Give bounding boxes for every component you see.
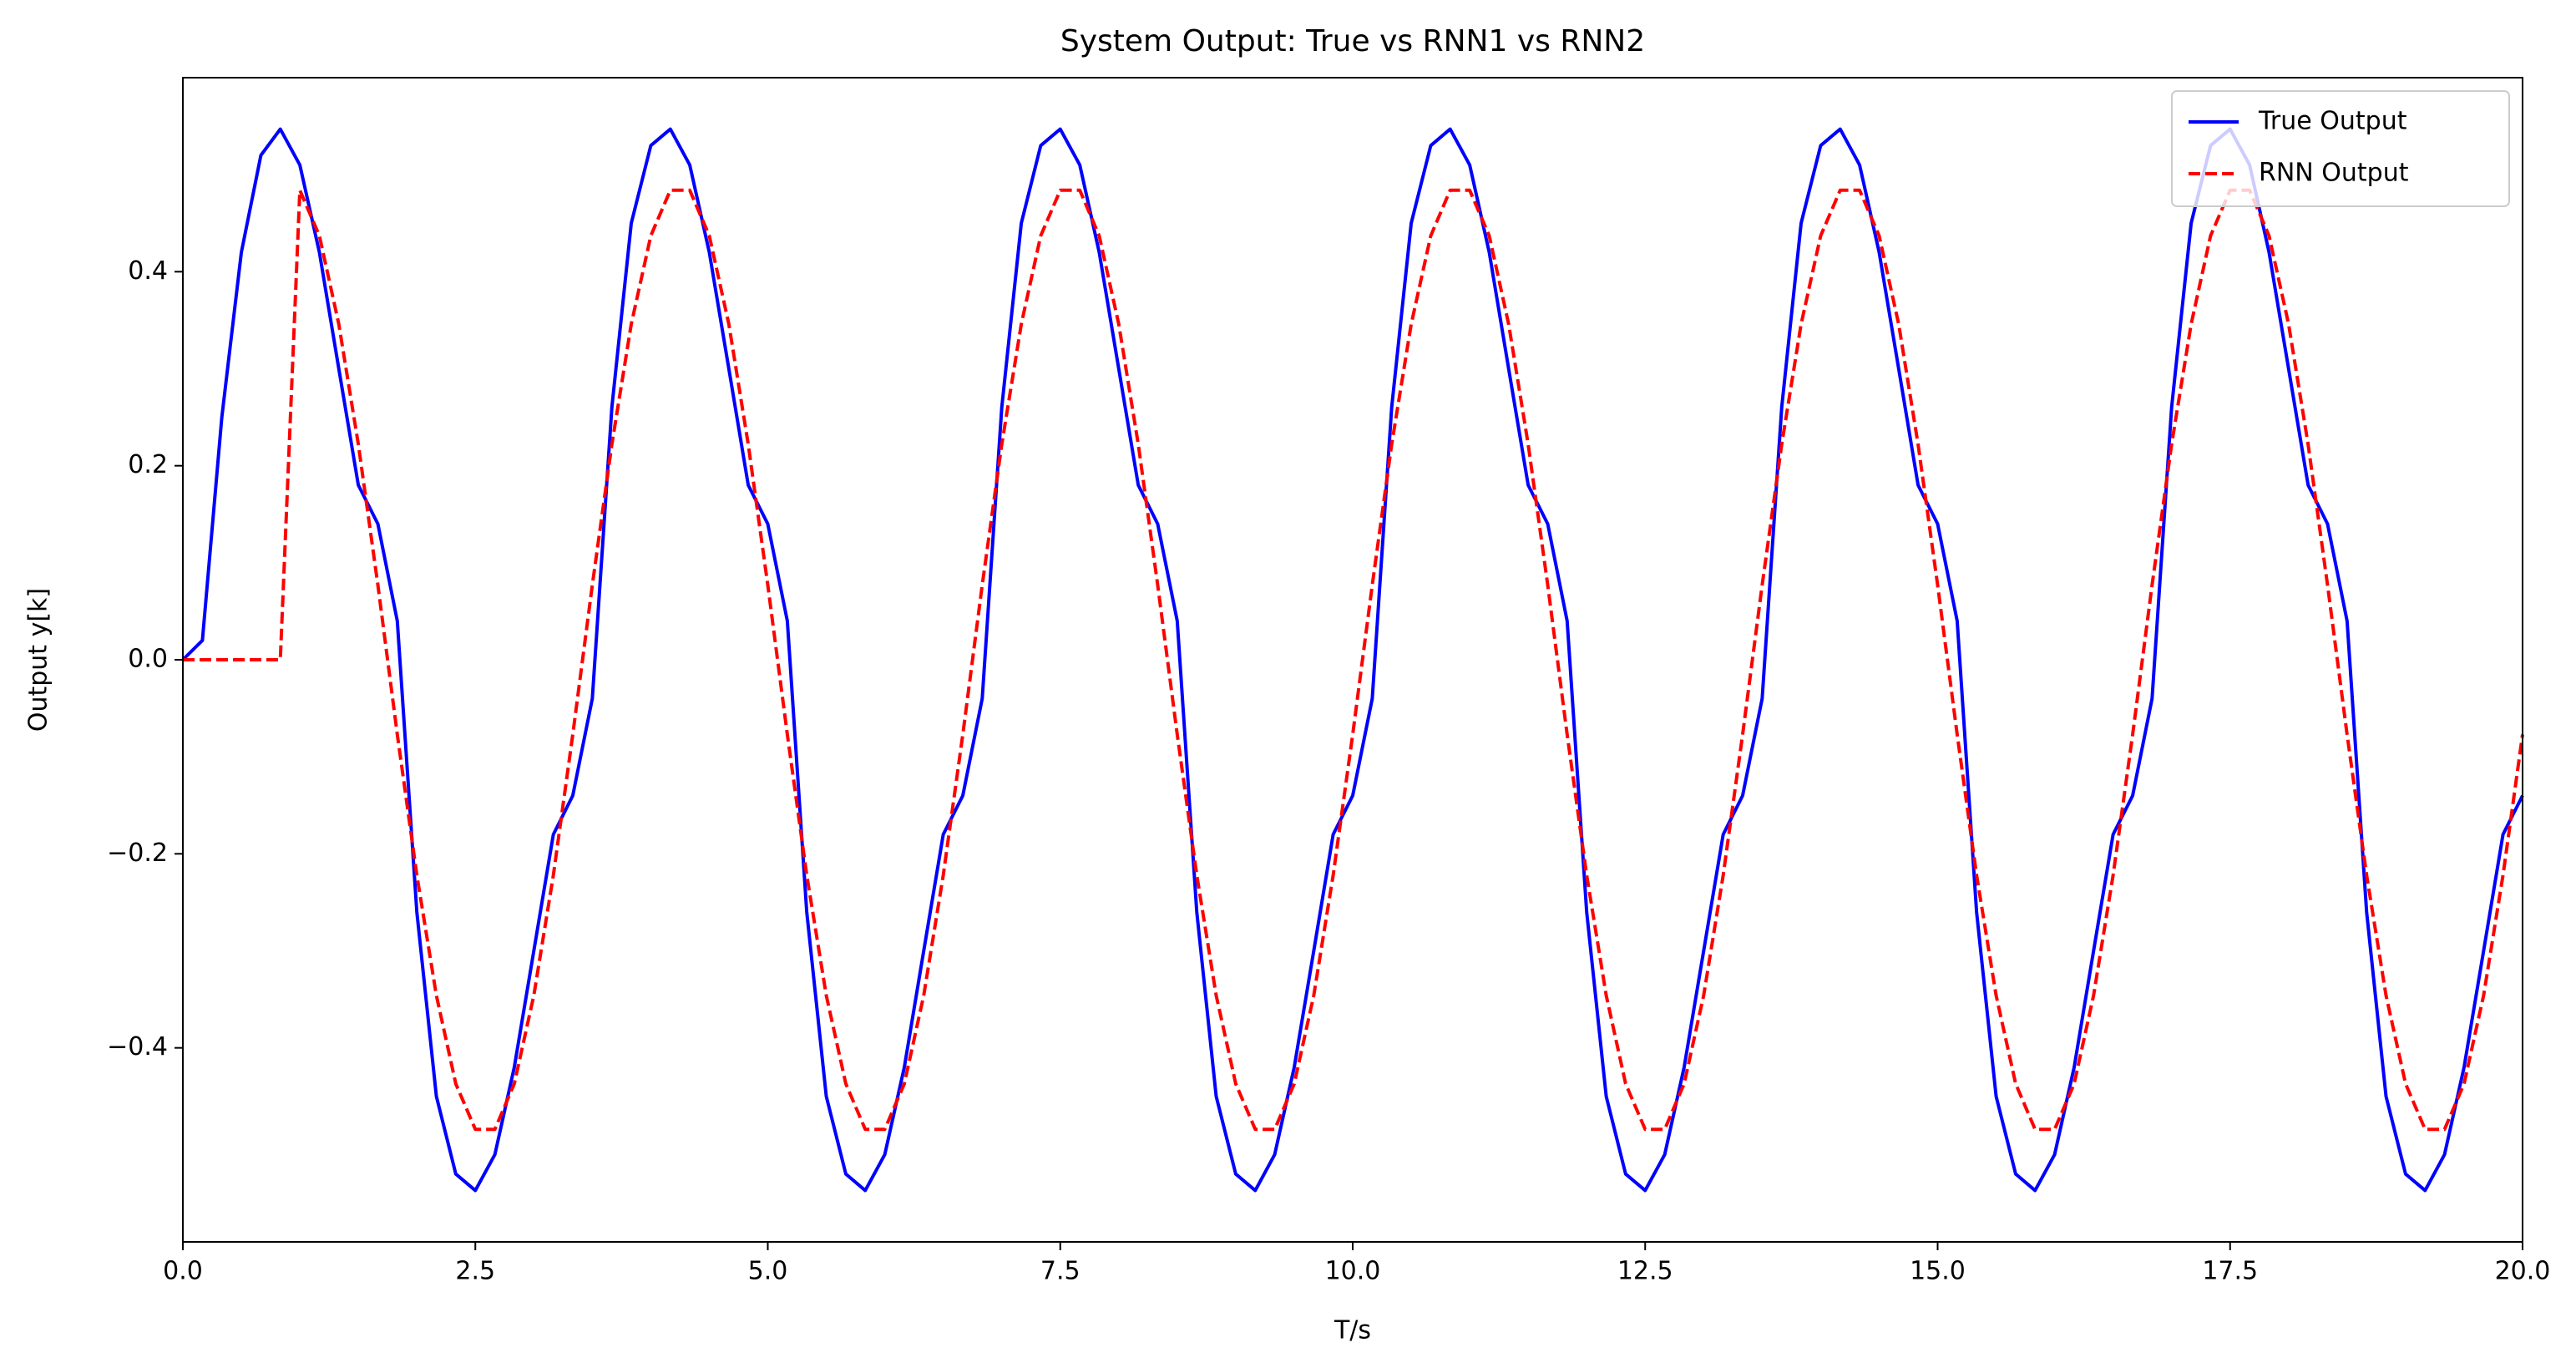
x-tick-label: 10.0 xyxy=(1325,1257,1381,1286)
x-tick-label: 5.0 xyxy=(748,1257,788,1286)
y-tick-label: −0.4 xyxy=(107,1032,168,1061)
series-line xyxy=(181,127,2524,1193)
x-tick-label: 20.0 xyxy=(2495,1257,2551,1286)
legend-label: RNN Output xyxy=(2259,159,2409,188)
y-tick-label: −0.2 xyxy=(107,839,168,868)
legend-box xyxy=(2171,90,2510,207)
legend-label: True Output xyxy=(2258,107,2407,136)
x-tick-label: 12.5 xyxy=(1617,1257,1673,1286)
x-tick-label: 7.5 xyxy=(1040,1257,1081,1286)
x-tick-label: 0.0 xyxy=(163,1257,203,1286)
y-tick-label: 0.2 xyxy=(128,450,168,479)
plot-frame xyxy=(182,77,2523,1243)
y-tick-label: 0.4 xyxy=(128,256,168,286)
x-tick-label: 2.5 xyxy=(455,1257,495,1286)
x-tick-label: 17.5 xyxy=(2202,1257,2258,1286)
x-tick-label: 15.0 xyxy=(1910,1257,1966,1286)
x-axis-label: T/s xyxy=(1334,1316,1371,1345)
chart-title: System Output: True vs RNN1 vs RNN2 xyxy=(1060,24,1645,58)
y-tick-label: 0.0 xyxy=(128,645,168,674)
y-axis-label: Output y[k] xyxy=(24,588,53,732)
series-line xyxy=(183,188,2524,1132)
